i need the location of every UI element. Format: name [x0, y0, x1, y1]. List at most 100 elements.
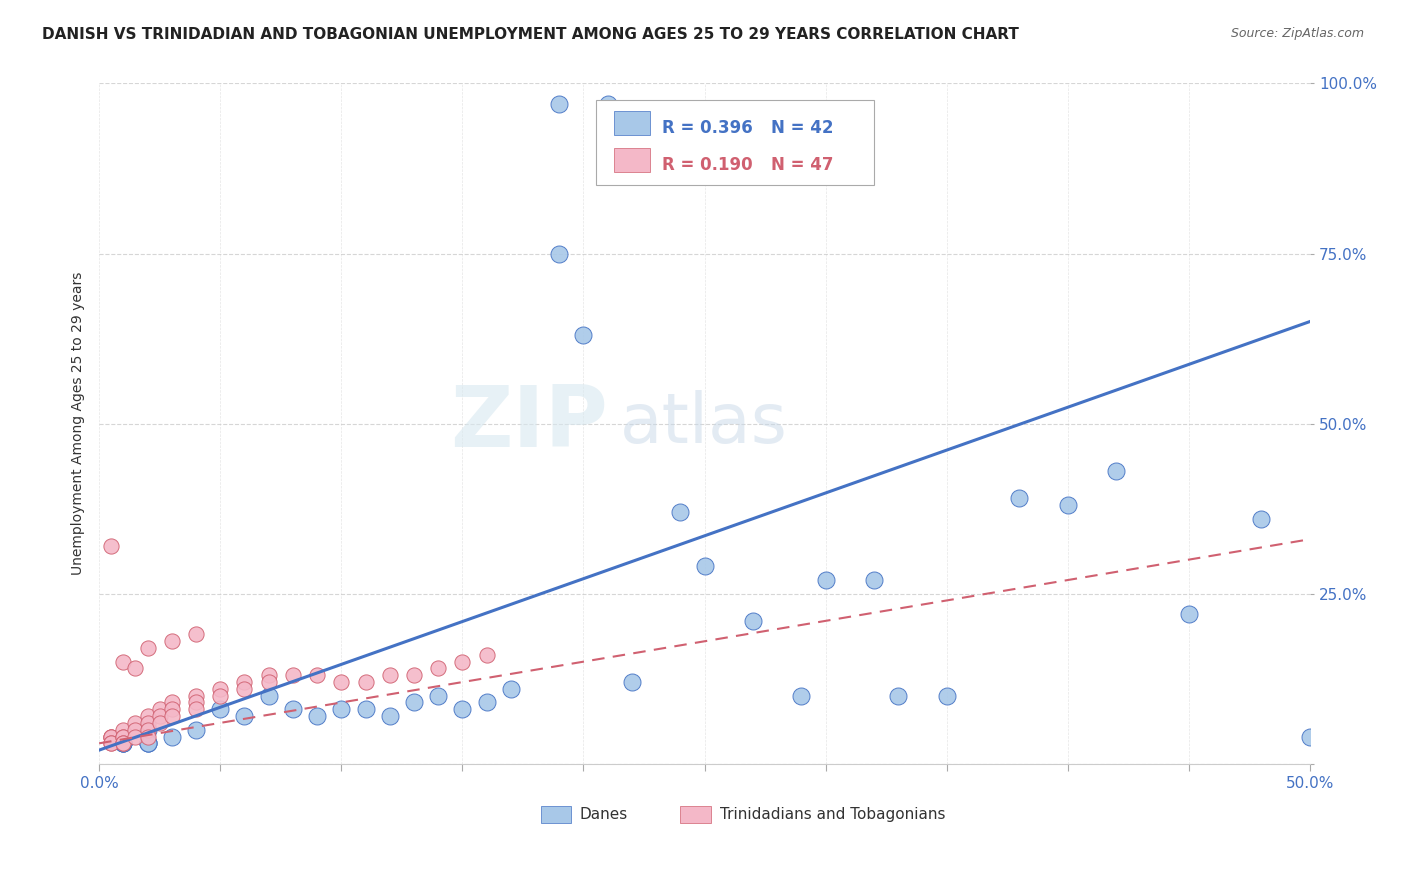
Point	[887, 689, 910, 703]
Point	[572, 328, 595, 343]
Point	[475, 696, 498, 710]
Point	[307, 668, 329, 682]
Text: atlas: atlas	[620, 390, 787, 457]
Point	[281, 668, 304, 682]
Point	[427, 689, 450, 703]
Point	[257, 689, 280, 703]
Point	[330, 675, 353, 690]
Point	[100, 730, 122, 744]
Point	[184, 689, 207, 703]
Point	[378, 709, 401, 723]
Point	[935, 689, 957, 703]
Point	[209, 702, 232, 716]
Point	[184, 696, 207, 710]
Point	[209, 689, 232, 703]
Text: N = 42: N = 42	[770, 120, 834, 137]
Point	[233, 709, 256, 723]
FancyBboxPatch shape	[681, 805, 710, 823]
Point	[112, 655, 135, 669]
Point	[136, 715, 159, 730]
Point	[402, 696, 425, 710]
Point	[100, 736, 122, 750]
Point	[330, 702, 353, 716]
Point	[1250, 512, 1272, 526]
Point	[354, 702, 377, 716]
Point	[378, 668, 401, 682]
Point	[281, 702, 304, 716]
Point	[160, 696, 183, 710]
Point	[160, 709, 183, 723]
Y-axis label: Unemployment Among Ages 25 to 29 years: Unemployment Among Ages 25 to 29 years	[72, 272, 86, 575]
Point	[136, 723, 159, 737]
Point	[184, 702, 207, 716]
Point	[112, 736, 135, 750]
Point	[499, 681, 522, 696]
Point	[257, 668, 280, 682]
Point	[1105, 464, 1128, 478]
Text: Source: ZipAtlas.com: Source: ZipAtlas.com	[1230, 27, 1364, 40]
Text: Trinidadians and Tobagonians: Trinidadians and Tobagonians	[720, 807, 946, 822]
Text: R = 0.190: R = 0.190	[662, 156, 752, 174]
Point	[136, 736, 159, 750]
Point	[124, 715, 146, 730]
Point	[160, 730, 183, 744]
FancyBboxPatch shape	[541, 805, 571, 823]
Point	[1299, 730, 1322, 744]
Point	[124, 723, 146, 737]
Point	[184, 627, 207, 641]
Point	[112, 736, 135, 750]
FancyBboxPatch shape	[613, 148, 650, 172]
Point	[596, 96, 619, 111]
Point	[160, 634, 183, 648]
Point	[451, 655, 474, 669]
Point	[548, 96, 571, 111]
Point	[112, 736, 135, 750]
FancyBboxPatch shape	[596, 101, 875, 186]
Point	[124, 730, 146, 744]
Point	[742, 614, 765, 628]
Point	[475, 648, 498, 662]
Text: N = 47: N = 47	[770, 156, 834, 174]
Point	[209, 681, 232, 696]
Point	[136, 736, 159, 750]
Point	[149, 715, 172, 730]
Point	[814, 573, 837, 587]
Point	[100, 736, 122, 750]
Point	[136, 641, 159, 656]
Point	[112, 736, 135, 750]
Point	[693, 559, 716, 574]
Point	[233, 681, 256, 696]
Point	[112, 723, 135, 737]
Text: Danes: Danes	[579, 807, 628, 822]
Point	[112, 736, 135, 750]
Point	[620, 675, 643, 690]
Point	[160, 702, 183, 716]
Point	[136, 723, 159, 737]
Point	[233, 675, 256, 690]
Point	[100, 730, 122, 744]
Point	[149, 702, 172, 716]
Point	[1008, 491, 1031, 506]
Text: ZIP: ZIP	[450, 382, 607, 465]
Text: R = 0.396: R = 0.396	[662, 120, 752, 137]
Point	[790, 689, 813, 703]
Point	[124, 661, 146, 675]
Point	[669, 505, 692, 519]
Point	[112, 730, 135, 744]
Point	[136, 730, 159, 744]
Point	[149, 709, 172, 723]
Point	[257, 675, 280, 690]
Text: DANISH VS TRINIDADIAN AND TOBAGONIAN UNEMPLOYMENT AMONG AGES 25 TO 29 YEARS CORR: DANISH VS TRINIDADIAN AND TOBAGONIAN UNE…	[42, 27, 1019, 42]
Point	[1056, 498, 1078, 512]
Point	[548, 246, 571, 260]
Point	[136, 709, 159, 723]
Point	[307, 709, 329, 723]
Point	[136, 736, 159, 750]
Point	[100, 730, 122, 744]
Point	[184, 723, 207, 737]
Point	[1178, 607, 1201, 621]
Point	[100, 539, 122, 553]
Point	[112, 736, 135, 750]
Point	[354, 675, 377, 690]
Point	[863, 573, 886, 587]
